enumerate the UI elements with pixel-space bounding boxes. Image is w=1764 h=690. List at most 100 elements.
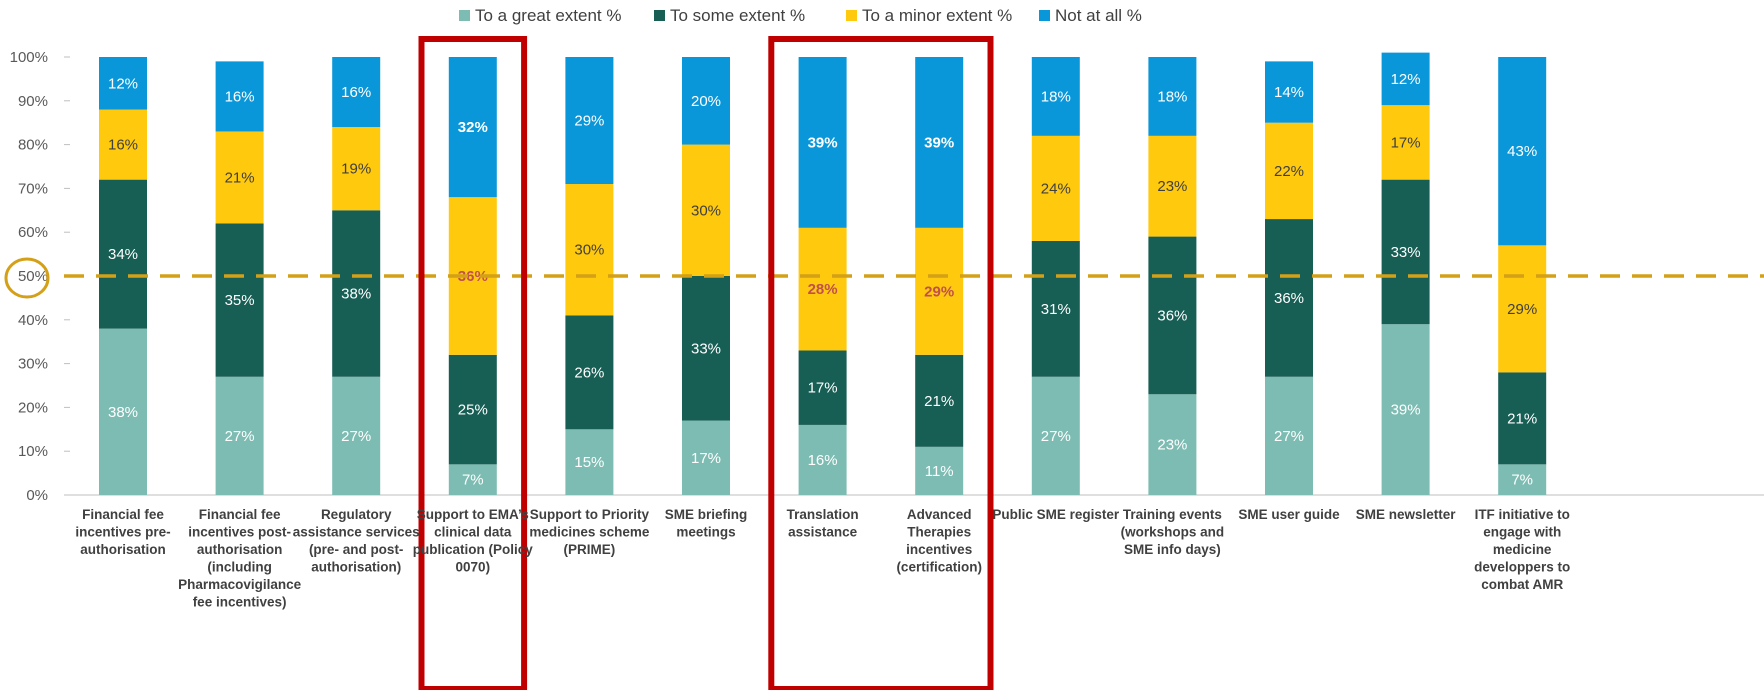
category-label-line: Financial fee [82,507,164,522]
legend-swatch [846,10,857,21]
data-label: 27% [1041,428,1071,445]
category-label-line: meetings [676,525,735,540]
bar-segment [1148,135,1197,237]
category-label-line: engage with [1483,525,1561,540]
data-label: 38% [341,286,371,303]
category-label: Financial fee incentives post-authorisati… [178,507,302,610]
bar-segment [332,127,381,211]
data-label: 23% [1157,437,1187,454]
bar-segment [448,57,497,198]
legend-label: Not at all % [1055,6,1142,25]
category-label-line: combat AMR [1481,577,1563,592]
data-label: 21% [225,169,255,186]
y-tick-label: 30% [18,356,48,373]
data-label: 18% [1157,88,1187,105]
highlight-boxes [418,36,994,690]
category-label-line: incentives pre- [75,525,170,540]
bar-segment [332,210,381,377]
data-label: 36% [1274,290,1304,307]
bar-segment [798,57,847,228]
bar-segment [1031,135,1080,241]
bar-segment [99,57,147,110]
bar-segment [565,184,614,316]
category-label-line: assistance services [293,525,420,540]
data-label: 39% [1391,402,1421,419]
y-tick-label: 40% [18,312,48,329]
category-label: Support to Priority medicines scheme (PRIM… [529,507,650,557]
bar-segment [1265,219,1313,377]
data-label: 33% [1391,244,1421,261]
data-label: 24% [1041,180,1071,197]
bar-segment [215,223,264,377]
data-label: 16% [108,137,138,154]
category-label-line: Support to EMA’s [417,507,529,522]
bar-segment [682,144,730,276]
bar-segment [1498,245,1547,373]
data-label: 7% [462,472,484,489]
bar-segment [1148,57,1197,136]
legend-label: To some extent % [670,6,805,25]
category-label-line: Support to Priority [530,507,650,522]
category-label-line: publication (Policy [413,542,534,557]
data-label: 39% [924,134,954,151]
category-label-line: Financial fee [199,507,281,522]
y-tick-label: 10% [18,443,48,460]
y-tick-label: 80% [18,137,48,154]
data-label: 28% [808,281,838,298]
category-label-line: medicines scheme [529,525,650,540]
bar-segment [1148,236,1197,395]
category-label-line: assistance [788,525,858,540]
bar-segment [99,328,147,495]
data-label: 11% [925,463,954,480]
category-label: Translation assistance [787,507,859,540]
legend-label: To a minor extent % [862,6,1012,25]
category-label-line: Public SME register [992,507,1120,522]
bar-segment [682,420,730,495]
data-label: 17% [691,450,721,467]
category-label-line: Advanced [907,507,972,522]
data-label: 27% [1274,428,1304,445]
bar-segment [1265,122,1313,220]
data-label: 16% [341,84,371,101]
category-label-line: (certification) [896,560,982,575]
category-label-line: medicine [1493,542,1552,557]
bar-segment [332,57,381,128]
bar-segment [565,429,614,495]
category-label-line: (including [207,560,272,575]
legend-swatch [459,10,470,21]
category-label-line: fee incentives) [193,595,287,610]
legend-swatch [654,10,665,21]
bar-segment [915,227,964,355]
category-label-line: Pharmacovigilance [178,577,302,592]
data-label: 33% [691,340,721,357]
bar-segment [915,354,964,447]
data-label: 22% [1274,163,1304,180]
bar-segment [565,57,614,185]
data-label: 17% [808,380,838,397]
category-label: ITF initiative to engage with medicine deve… [1474,507,1570,592]
data-label: 18% [1041,88,1071,105]
bar-segment [1381,179,1430,325]
bar-segment [1031,57,1080,136]
y-tick-label: 0% [26,487,48,504]
data-label: 23% [1157,178,1187,195]
category-label: SME user guide [1238,507,1340,522]
data-label: 29% [574,113,604,130]
data-label: 38% [108,404,138,421]
data-label: 32% [458,119,488,136]
bar-segment [1148,394,1197,495]
data-label: 21% [924,393,954,410]
data-label: 31% [1041,301,1071,318]
legend-label: To a great extent % [475,6,621,25]
category-label-line: incentives post- [188,525,291,540]
category-label: Public SME register [992,507,1120,522]
category-label-line: SME user guide [1238,507,1340,522]
bar-segment [1498,464,1547,495]
legend-swatch [1039,10,1050,21]
data-label: 17% [1391,134,1421,151]
data-label: 35% [225,292,255,309]
category-label: SME briefing meetings [665,507,748,540]
reference-circle [4,257,50,299]
bar-segment [798,424,847,495]
